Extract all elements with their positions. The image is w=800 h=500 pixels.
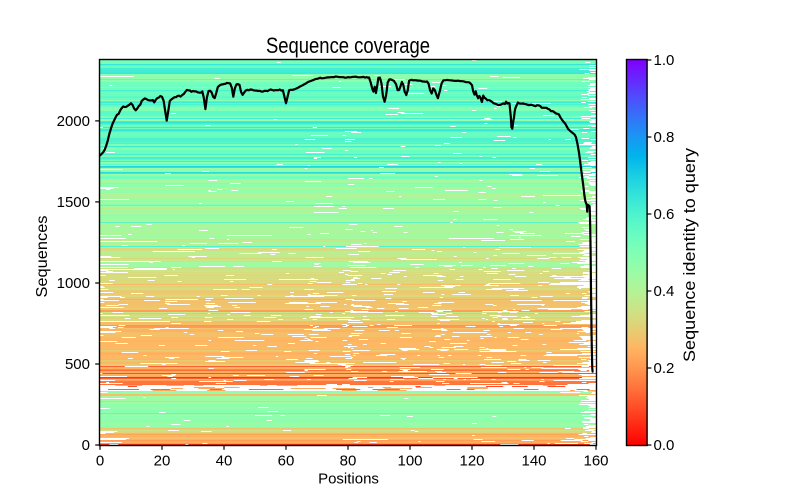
- svg-text:20: 20: [154, 453, 171, 470]
- svg-text:500: 500: [65, 356, 90, 373]
- svg-text:40: 40: [216, 453, 233, 470]
- svg-text:140: 140: [521, 453, 546, 470]
- svg-text:100: 100: [397, 453, 422, 470]
- svg-text:0.4: 0.4: [654, 283, 675, 300]
- svg-text:0: 0: [82, 437, 90, 454]
- svg-text:160: 160: [583, 453, 608, 470]
- svg-text:0.8: 0.8: [654, 129, 675, 146]
- svg-text:1000: 1000: [57, 275, 90, 292]
- svg-text:0.6: 0.6: [654, 206, 675, 223]
- svg-text:0.2: 0.2: [654, 360, 675, 377]
- svg-text:60: 60: [278, 453, 295, 470]
- svg-text:Positions: Positions: [318, 471, 379, 488]
- svg-text:0.0: 0.0: [654, 437, 675, 454]
- svg-text:1500: 1500: [57, 194, 90, 211]
- svg-text:1.0: 1.0: [654, 52, 675, 69]
- svg-text:Sequence coverage: Sequence coverage: [266, 33, 430, 58]
- svg-text:2000: 2000: [57, 113, 90, 130]
- svg-text:80: 80: [340, 453, 357, 470]
- svg-text:Sequences: Sequences: [34, 216, 51, 298]
- svg-text:0: 0: [96, 453, 104, 470]
- svg-text:Sequence identity to query: Sequence identity to query: [680, 147, 699, 362]
- svg-text:120: 120: [459, 453, 484, 470]
